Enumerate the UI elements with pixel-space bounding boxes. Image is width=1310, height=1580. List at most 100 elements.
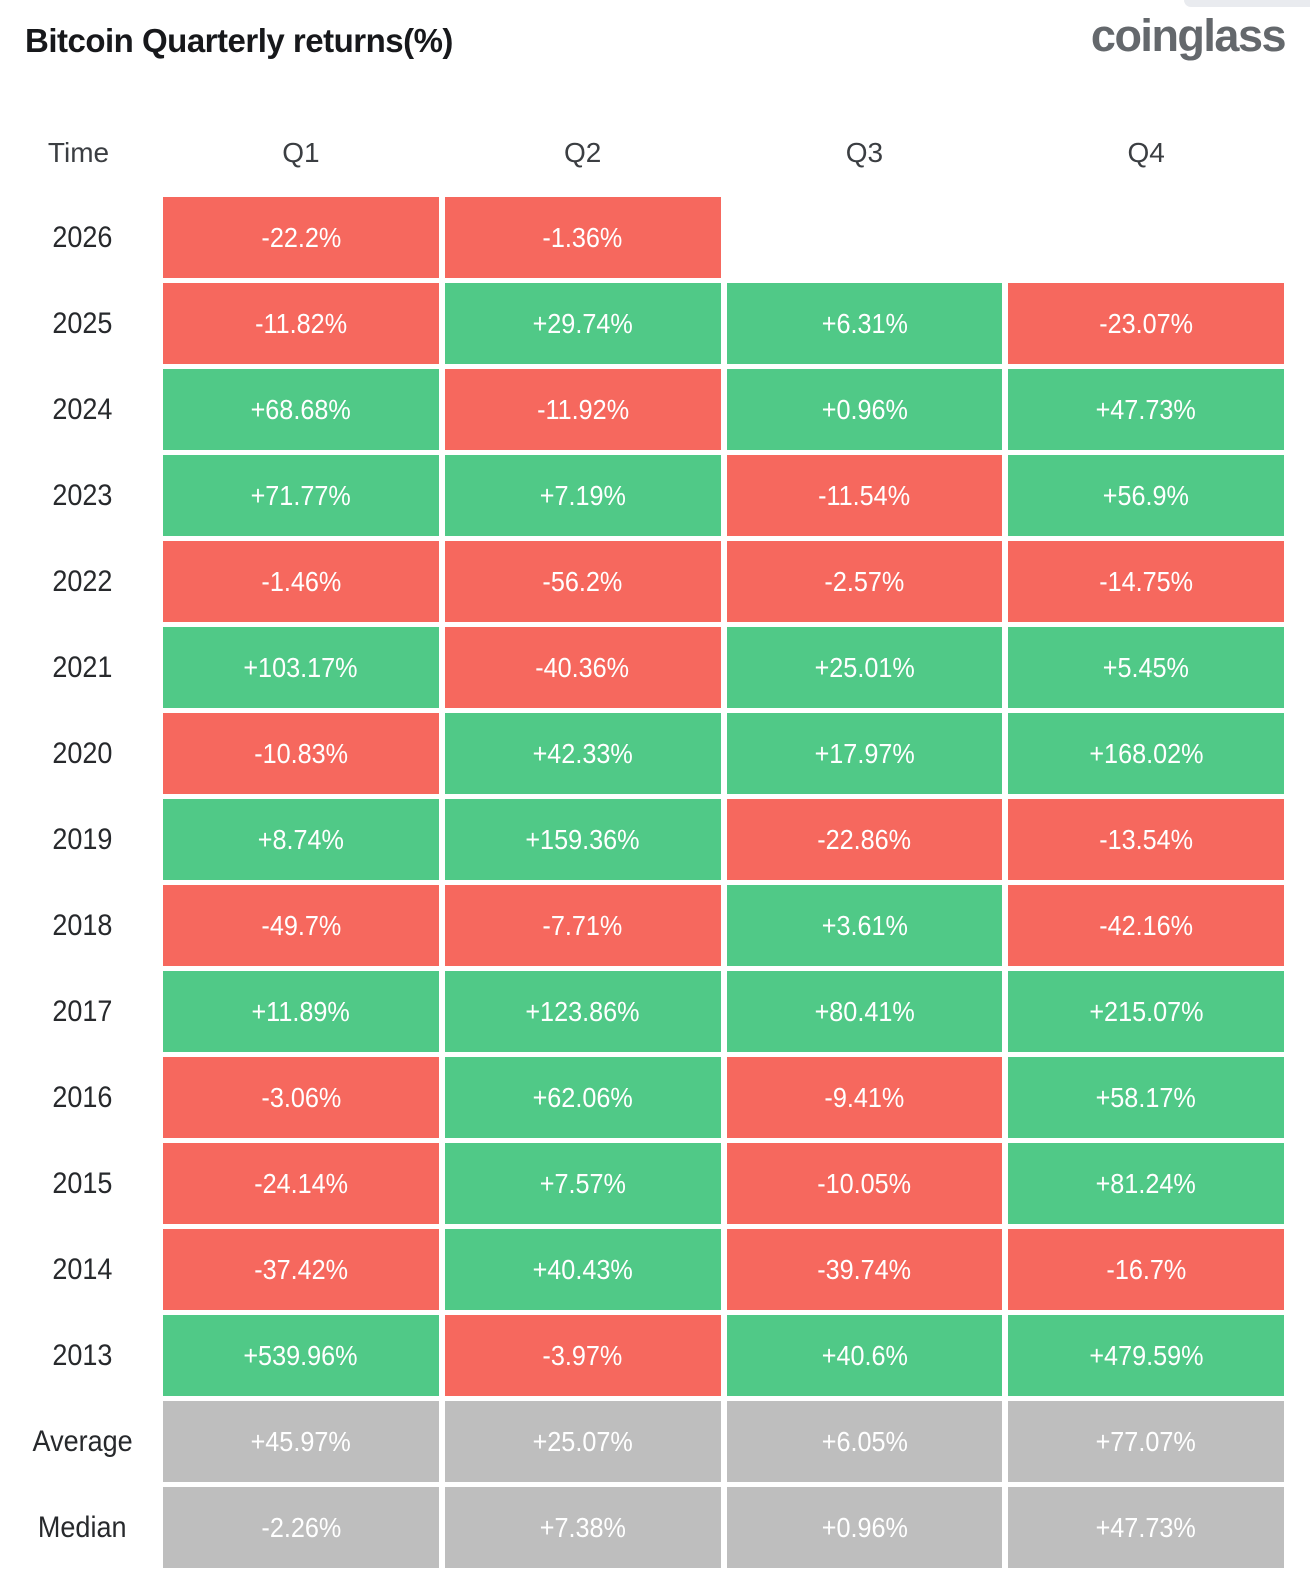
cell-value: +159.36%: [525, 823, 640, 855]
cell-2017-q3: +80.41%: [726, 971, 1003, 1052]
corner-card-edge: [1184, 0, 1310, 7]
cell-value: -11.82%: [254, 307, 347, 339]
cell-median-q3: +0.96%: [726, 1487, 1003, 1568]
row-label-2017: 2017: [52, 994, 113, 1028]
cell-median-q2: +7.38%: [444, 1487, 721, 1568]
cell-value: +7.38%: [539, 1511, 626, 1543]
cell-2018-q4: -42.16%: [1008, 885, 1284, 966]
cell-value: +123.86%: [525, 995, 640, 1027]
page-title: Bitcoin Quarterly returns(%): [25, 22, 453, 59]
cell-2023-q3: -11.54%: [726, 455, 1003, 536]
col-header-q1: Q1: [282, 136, 320, 168]
cell-value: +7.19%: [539, 479, 626, 511]
cell-value: -49.7%: [260, 909, 341, 941]
cell-2015-q1: -24.14%: [163, 1143, 439, 1224]
cell-value: +25.01%: [814, 651, 915, 683]
col-header-q2: Q2: [563, 136, 602, 168]
cell-value: +80.41%: [814, 995, 915, 1027]
cell-2023-q1: +71.77%: [163, 455, 439, 536]
cell-2022-q1: -1.46%: [163, 541, 439, 622]
cell-2018-q3: +3.61%: [726, 885, 1003, 966]
cell-value: +29.74%: [532, 307, 633, 339]
cell-value: +45.97%: [250, 1425, 351, 1457]
row-label-2019: 2019: [52, 822, 113, 856]
row-label-2018: 2018: [52, 908, 113, 942]
cell-value: -2.26%: [260, 1511, 341, 1543]
cell-2020-q3: +17.97%: [726, 713, 1003, 794]
cell-median-q4: +47.73%: [1008, 1487, 1284, 1568]
cell-2017-q2: +123.86%: [444, 971, 721, 1052]
col-header-time: Time: [47, 136, 110, 168]
cell-value: -40.36%: [535, 651, 630, 683]
row-label-2025: 2025: [52, 306, 113, 340]
cell-value: +0.96%: [821, 1511, 908, 1543]
cell-value: +77.07%: [1096, 1425, 1197, 1457]
cell-value: -10.83%: [253, 737, 348, 769]
row-label-2014: 2014: [52, 1252, 113, 1286]
cell-2024-q2: -11.92%: [444, 369, 721, 450]
row-label-2013: 2013: [52, 1338, 113, 1372]
cell-value: -14.75%: [1099, 565, 1194, 597]
cell-value: +40.6%: [821, 1339, 908, 1371]
cell-value: +47.73%: [1096, 1511, 1197, 1543]
cell-2023-q2: +7.19%: [444, 455, 721, 536]
cell-2025-q1: -11.82%: [163, 283, 439, 364]
cell-value: +68.68%: [250, 393, 351, 425]
cell-value: -11.54%: [818, 479, 911, 511]
cell-2020-q4: +168.02%: [1008, 713, 1284, 794]
cell-value: -10.05%: [817, 1167, 912, 1199]
cell-value: +81.24%: [1096, 1167, 1197, 1199]
cell-2014-q4: -16.7%: [1008, 1229, 1284, 1310]
cell-2022-q2: -56.2%: [444, 541, 721, 622]
cell-value: +58.17%: [1096, 1081, 1197, 1113]
cell-value: +6.05%: [821, 1425, 908, 1457]
cell-2019-q2: +159.36%: [444, 799, 721, 880]
row-label-2024: 2024: [52, 392, 113, 426]
row-label-2020: 2020: [52, 736, 113, 770]
cell-value: -37.42%: [253, 1253, 348, 1285]
cell-value: -2.57%: [824, 565, 905, 597]
cell-value: -9.41%: [824, 1081, 905, 1113]
cell-value: -1.46%: [260, 565, 341, 597]
cell-value: +103.17%: [243, 651, 358, 683]
cell-value: -16.7%: [1106, 1253, 1187, 1285]
cell-2026-q4-empty: [1008, 197, 1284, 278]
cell-value: -23.07%: [1099, 307, 1194, 339]
cell-2024-q1: +68.68%: [163, 369, 439, 450]
cell-value: +25.07%: [532, 1425, 633, 1457]
cell-2016-q4: +58.17%: [1008, 1057, 1284, 1138]
cell-value: -24.14%: [253, 1167, 348, 1199]
coinglass-logo: coinglass: [1090, 10, 1287, 61]
cell-value: -39.74%: [817, 1253, 912, 1285]
row-label-2022: 2022: [52, 564, 113, 598]
cell-2022-q3: -2.57%: [726, 541, 1003, 622]
cell-value: +56.9%: [1103, 479, 1190, 511]
row-label-2021: 2021: [52, 650, 113, 684]
cell-2015-q2: +7.57%: [444, 1143, 721, 1224]
cell-2018-q1: -49.7%: [163, 885, 439, 966]
cell-value: -3.97%: [542, 1339, 623, 1371]
cell-value: -13.54%: [1099, 823, 1194, 855]
cell-value: +62.06%: [532, 1081, 633, 1113]
cell-2016-q2: +62.06%: [444, 1057, 721, 1138]
cell-median-q1: -2.26%: [163, 1487, 439, 1568]
row-label-2016: 2016: [52, 1080, 113, 1114]
table-body: 2026 -22.2% -1.36% 2025 -11.82% +29.74% +6.31%…: [0, 197, 1284, 1568]
cell-2021-q2: -40.36%: [444, 627, 721, 708]
cell-2025-q4: -23.07%: [1008, 283, 1284, 364]
cell-2024-q4: +47.73%: [1008, 369, 1284, 450]
cell-2014-q2: +40.43%: [444, 1229, 721, 1310]
cell-2025-q3: +6.31%: [726, 283, 1003, 364]
cell-2013-q3: +40.6%: [726, 1315, 1003, 1396]
cell-2026-q3-empty: [727, 197, 1003, 278]
cell-2013-q2: -3.97%: [444, 1315, 721, 1396]
cell-2019-q3: -22.86%: [726, 799, 1003, 880]
cell-2015-q4: +81.24%: [1008, 1143, 1284, 1224]
cell-2021-q1: +103.17%: [163, 627, 439, 708]
col-header-q3: Q3: [845, 136, 884, 168]
cell-2014-q3: -39.74%: [726, 1229, 1003, 1310]
cell-average-q3: +6.05%: [726, 1401, 1003, 1482]
cell-2013-q1: +539.96%: [163, 1315, 439, 1396]
cell-2026-q2: -1.36%: [444, 197, 721, 278]
